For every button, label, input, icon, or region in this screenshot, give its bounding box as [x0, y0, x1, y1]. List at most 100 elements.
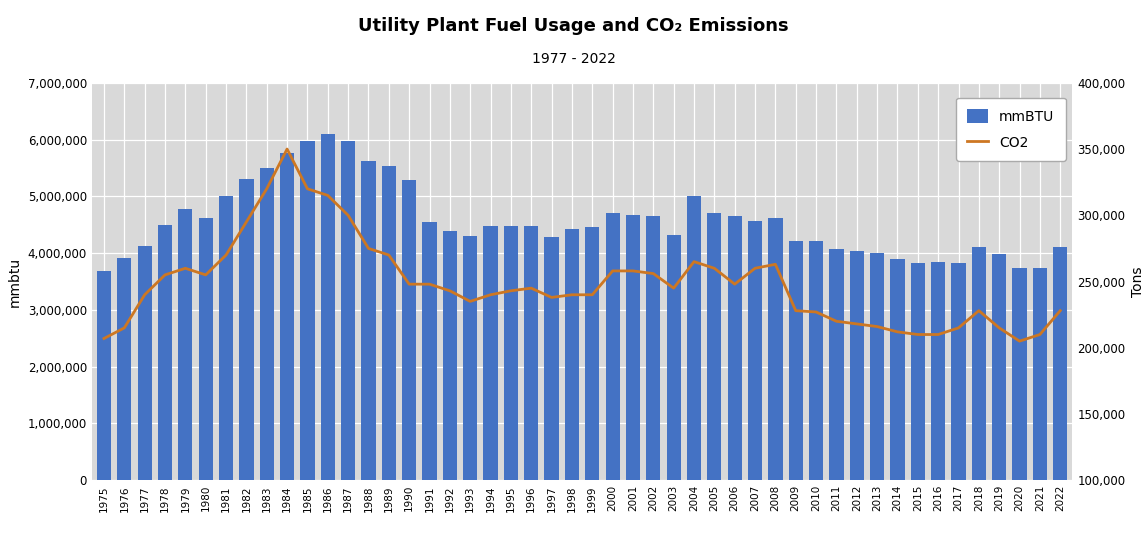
CO2 [117, 325, 131, 331]
CO2 [158, 272, 172, 278]
Bar [687, 197, 701, 480]
CO2 [463, 298, 477, 305]
CO2 [240, 219, 253, 225]
Bar [382, 166, 396, 480]
Bar [850, 251, 864, 480]
Bar [992, 254, 1006, 480]
Bar [219, 197, 233, 480]
CO2 [748, 265, 762, 272]
CO2 [992, 325, 1006, 331]
Bar [198, 219, 213, 480]
CO2 [1013, 338, 1027, 344]
CO2 [565, 291, 579, 298]
CO2 [280, 146, 294, 152]
Bar [748, 221, 762, 480]
Legend: mmBTU, CO2: mmBTU, CO2 [957, 98, 1066, 161]
Bar [809, 241, 824, 480]
CO2 [890, 328, 904, 335]
Bar [911, 263, 924, 480]
CO2 [1053, 307, 1067, 314]
CO2 [789, 307, 803, 314]
CO2 [768, 261, 782, 268]
Bar [301, 141, 314, 480]
Bar [341, 141, 356, 480]
CO2 [931, 331, 945, 338]
Bar [1013, 268, 1027, 480]
CO2 [666, 285, 680, 291]
CO2 [871, 323, 884, 330]
Bar [829, 248, 843, 480]
CO2 [545, 294, 559, 301]
CO2 [219, 252, 233, 258]
CO2 [301, 185, 314, 192]
Bar [158, 225, 172, 480]
Bar [626, 215, 640, 480]
CO2 [1033, 331, 1047, 338]
Bar [890, 259, 905, 480]
CO2 [647, 270, 661, 277]
Bar [564, 229, 579, 480]
Bar [524, 226, 538, 480]
CO2 [382, 252, 396, 258]
Bar [259, 168, 274, 480]
CO2 [361, 245, 375, 252]
CO2 [342, 212, 356, 219]
CO2 [972, 307, 985, 314]
Bar [178, 209, 193, 480]
Text: Utility Plant Fuel Usage and CO₂ Emissions: Utility Plant Fuel Usage and CO₂ Emissio… [358, 17, 789, 35]
CO2 [829, 318, 843, 325]
CO2 [443, 288, 457, 294]
Bar [1032, 268, 1047, 480]
Bar [768, 218, 782, 480]
CO2 [524, 285, 538, 291]
CO2 [138, 291, 151, 298]
Bar [280, 153, 294, 480]
Bar [117, 258, 132, 480]
Bar [1053, 247, 1068, 480]
CO2 [260, 185, 274, 192]
CO2 [952, 325, 966, 331]
Bar [789, 241, 803, 480]
Bar [646, 216, 661, 480]
CO2 [321, 192, 335, 199]
Bar [504, 226, 518, 480]
Bar [666, 235, 681, 480]
CO2 [687, 258, 701, 265]
Bar [545, 237, 559, 480]
Bar [443, 231, 457, 480]
Line: CO2: CO2 [104, 149, 1060, 341]
CO2 [850, 321, 864, 327]
Bar [138, 246, 151, 480]
CO2 [626, 268, 640, 274]
Y-axis label: mmbtu: mmbtu [8, 257, 22, 306]
CO2 [484, 291, 498, 298]
Bar [422, 222, 437, 480]
Bar [606, 214, 619, 480]
CO2 [97, 335, 111, 342]
Bar [96, 271, 111, 480]
CO2 [809, 309, 822, 315]
Bar [951, 263, 966, 480]
Text: 1977 - 2022: 1977 - 2022 [531, 52, 616, 66]
CO2 [728, 281, 742, 288]
Bar [727, 216, 742, 480]
Bar [483, 226, 498, 480]
CO2 [403, 281, 416, 288]
Y-axis label: Tons: Tons [1131, 266, 1145, 297]
Bar [585, 227, 600, 480]
Bar [463, 236, 477, 480]
CO2 [198, 272, 212, 278]
Bar [403, 181, 416, 480]
CO2 [179, 265, 193, 272]
CO2 [422, 281, 436, 288]
CO2 [911, 331, 924, 338]
Bar [240, 179, 253, 480]
CO2 [708, 265, 721, 272]
Bar [931, 262, 945, 480]
CO2 [504, 288, 517, 294]
CO2 [606, 268, 619, 274]
Bar [972, 247, 986, 480]
Bar [871, 253, 884, 480]
Bar [361, 161, 375, 480]
Bar [708, 214, 721, 480]
